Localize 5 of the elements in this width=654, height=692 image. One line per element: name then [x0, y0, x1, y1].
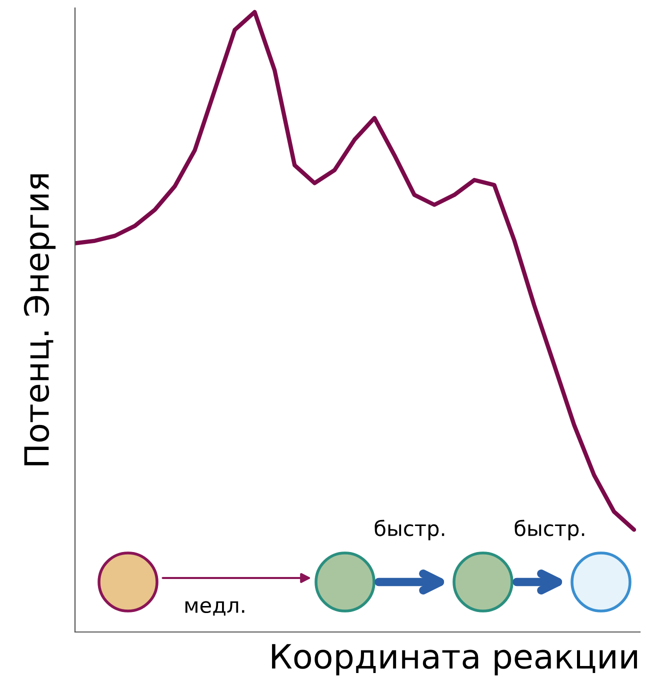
annotation: быстр.: [374, 520, 444, 540]
x-axis-title: Координата реакции: [272, 644, 637, 676]
y-axis-title: Потенц. Энергия: [24, 174, 56, 466]
annotation: медл.: [185, 601, 244, 616]
annotation: быстр.: [514, 520, 584, 540]
